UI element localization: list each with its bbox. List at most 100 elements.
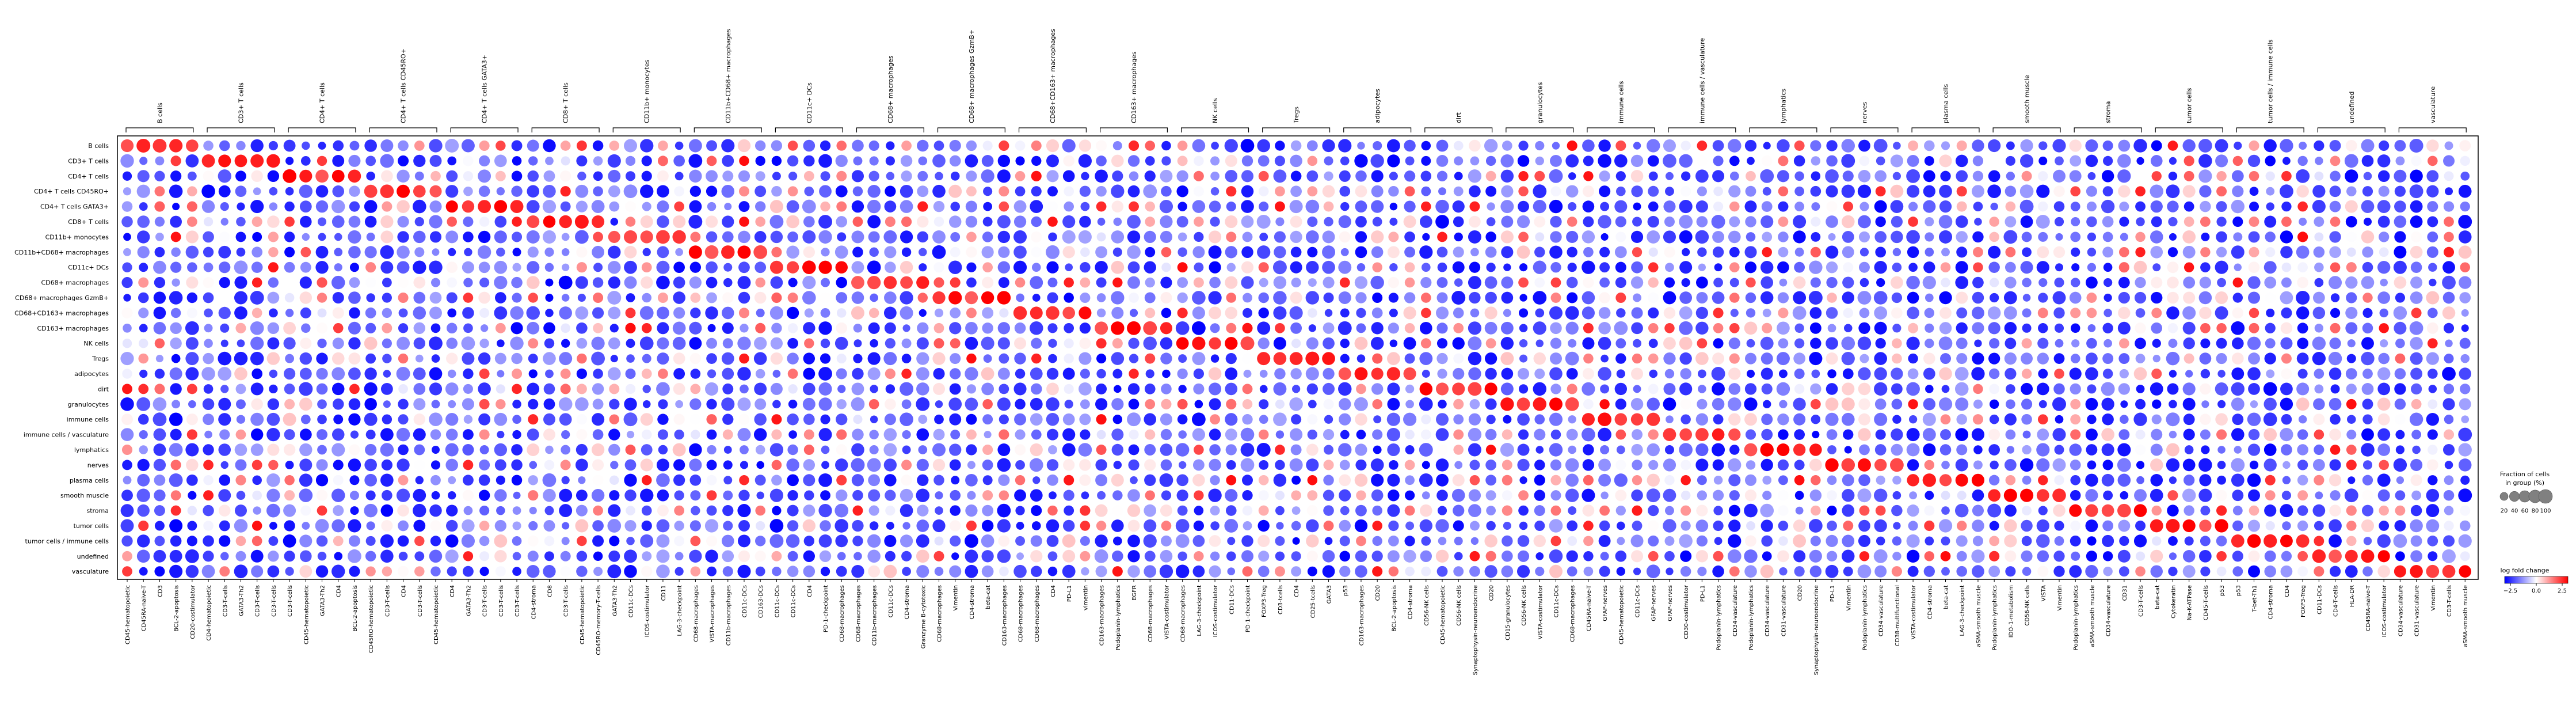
dot-mark	[1420, 338, 1431, 349]
dot-mark	[2119, 536, 2129, 547]
dot-mark	[1064, 475, 1074, 485]
dot-mark	[1096, 430, 1106, 439]
dot-mark	[2118, 383, 2131, 395]
dot-mark	[448, 400, 456, 408]
dot-mark	[754, 185, 767, 198]
dot-mark	[1972, 139, 1984, 152]
dot-mark	[1843, 429, 1854, 440]
dot-mark	[1468, 230, 1481, 244]
dot-mark	[1794, 338, 1805, 348]
dot-mark	[1144, 292, 1156, 303]
dot-mark	[1356, 430, 1366, 439]
dot-mark	[315, 261, 329, 274]
group-bracket	[1749, 127, 1817, 132]
dot-mark	[1924, 551, 1935, 561]
dot-mark	[1892, 262, 1902, 272]
row-label: Tregs	[92, 355, 109, 363]
dot-mark	[398, 292, 409, 303]
dot-mark	[2052, 428, 2066, 442]
dot-mark	[203, 141, 214, 151]
dot-mark	[625, 322, 636, 333]
dot-mark	[497, 431, 505, 439]
dot-mark	[933, 551, 944, 561]
dot-mark	[2168, 536, 2178, 546]
dot-mark	[2265, 490, 2276, 501]
dot-mark	[2087, 248, 2097, 257]
dot-mark	[1874, 399, 1887, 410]
column-label: CD34-vasculature	[1878, 585, 1885, 636]
dot-mark	[136, 397, 151, 411]
group-label: smooth muscle	[2024, 75, 2031, 123]
dot-mark	[737, 276, 751, 290]
dot-mark	[1973, 399, 1983, 409]
dot-mark	[348, 367, 361, 380]
dot-mark	[2166, 458, 2180, 472]
dot-mark	[704, 519, 719, 533]
dot-mark	[1679, 443, 1693, 457]
dot-mark	[512, 521, 521, 530]
dot-mark	[724, 203, 732, 211]
dot-mark	[2362, 308, 2373, 318]
dot-mark	[658, 369, 668, 379]
dot-mark	[1647, 230, 1660, 244]
dot-mark	[576, 337, 588, 349]
dot-mark	[2232, 489, 2244, 502]
dot-mark	[1794, 491, 1804, 500]
dot-mark	[2394, 185, 2406, 197]
dot-mark	[365, 566, 376, 576]
dot-mark	[1746, 308, 1756, 318]
dot-mark	[1144, 459, 1156, 471]
dot-mark	[1421, 201, 1431, 212]
dot-mark	[786, 534, 800, 548]
dot-mark	[1015, 277, 1026, 288]
dot-mark	[2055, 339, 2064, 348]
dot-mark	[380, 245, 394, 259]
dot-mark	[2005, 185, 2017, 197]
dot-mark	[1843, 566, 1853, 576]
dot-mark	[1760, 458, 1773, 472]
dot-mark	[1582, 139, 1595, 152]
dot-mark	[1729, 246, 1740, 257]
dot-mark	[916, 276, 929, 289]
dot-mark	[154, 489, 166, 502]
dot-mark	[1908, 322, 1919, 333]
dot-mark	[624, 276, 637, 289]
dot-mark	[1031, 566, 1042, 577]
dot-mark	[2117, 549, 2131, 563]
dot-mark	[2442, 261, 2455, 274]
dot-mark	[380, 261, 394, 274]
dot-mark	[413, 291, 426, 304]
dot-mark	[2150, 245, 2163, 259]
dot-mark	[315, 185, 329, 198]
dot-mark	[2085, 473, 2098, 487]
dot-mark	[2379, 232, 2390, 242]
dot-mark	[1663, 139, 1676, 153]
dot-mark	[512, 430, 521, 439]
dot-mark	[1404, 186, 1415, 197]
dot-mark	[1436, 155, 1449, 167]
row-label: CD4+ T cells GATA3+	[40, 203, 109, 211]
dot-mark	[560, 201, 571, 212]
dot-mark	[478, 291, 490, 304]
dot-mark	[1648, 353, 1659, 364]
dot-mark	[2312, 549, 2326, 563]
dot-mark	[1340, 339, 1350, 348]
dot-mark	[185, 367, 199, 381]
dot-mark	[1663, 291, 1676, 305]
dot-mark	[1388, 535, 1399, 547]
dot-mark	[2266, 202, 2274, 211]
dot-mark	[2183, 201, 2194, 212]
dot-mark	[2215, 260, 2228, 274]
dot-mark	[1502, 475, 1512, 485]
dot-mark	[1404, 139, 1416, 152]
dot-mark	[1128, 444, 1140, 456]
dot-mark	[495, 170, 506, 181]
dot-mark	[494, 200, 508, 213]
dot-mark	[187, 186, 197, 196]
dot-mark	[1127, 155, 1140, 167]
dot-mark	[349, 475, 360, 485]
dot-mark	[1663, 337, 1676, 350]
dot-mark	[1047, 278, 1058, 288]
dot-mark	[867, 352, 881, 365]
dot-mark	[2231, 321, 2245, 335]
